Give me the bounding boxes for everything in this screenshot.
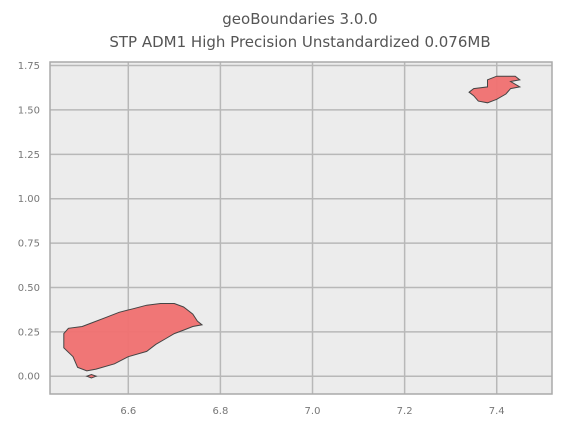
region-principe <box>468 75 522 104</box>
y-tick-label: 0.75 <box>18 239 40 250</box>
y-tick-label: 1.00 <box>18 194 40 205</box>
x-tick-label: 7.0 <box>305 406 321 417</box>
x-tick-label: 7.2 <box>397 406 413 417</box>
y-tick-label: 0.00 <box>18 372 40 383</box>
x-tick-label: 7.4 <box>489 406 505 417</box>
map-title: geoBoundaries 3.0.0 <box>222 10 378 28</box>
plot-frame <box>49 61 553 395</box>
region-rolas <box>85 373 98 379</box>
y-tick-label: 1.75 <box>18 61 40 72</box>
y-tick-label: 0.50 <box>18 283 40 294</box>
map-subtitle: STP ADM1 High Precision Unstandardized 0… <box>109 33 491 51</box>
x-tick-label: 6.8 <box>212 406 228 417</box>
y-tick-label: 1.25 <box>18 150 40 161</box>
x-tick-label: 6.6 <box>120 406 136 417</box>
region-sao-tome <box>63 303 204 372</box>
y-tick-label: 0.25 <box>18 327 40 338</box>
y-tick-label: 1.50 <box>18 105 40 116</box>
